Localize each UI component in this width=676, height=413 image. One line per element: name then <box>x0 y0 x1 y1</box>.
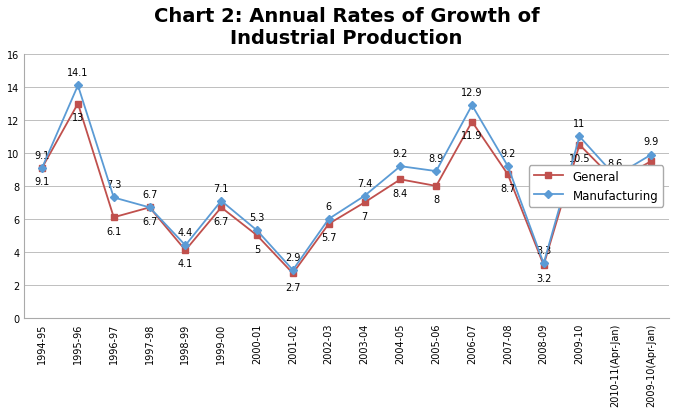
Text: 6.7: 6.7 <box>142 190 158 199</box>
Text: 11: 11 <box>573 119 585 129</box>
Text: 6.1: 6.1 <box>106 226 122 236</box>
Manufacturing <box>432 169 440 174</box>
Text: 3.3: 3.3 <box>536 246 552 256</box>
General <box>432 184 440 189</box>
Manufacturing <box>145 205 153 210</box>
Manufacturing <box>181 243 189 248</box>
Manufacturing <box>289 268 297 273</box>
Manufacturing <box>539 261 548 266</box>
Title: Chart 2: Annual Rates of Growth of
Industrial Production: Chart 2: Annual Rates of Growth of Indus… <box>154 7 539 48</box>
Text: 4.4: 4.4 <box>178 228 193 237</box>
Text: 14.1: 14.1 <box>67 68 89 78</box>
General <box>360 200 368 205</box>
Text: 2.7: 2.7 <box>285 282 301 292</box>
General <box>181 248 189 253</box>
Text: 3.2: 3.2 <box>536 274 552 284</box>
Text: 5: 5 <box>254 244 260 254</box>
Line: Manufacturing: Manufacturing <box>39 83 654 273</box>
General <box>324 222 333 227</box>
General <box>647 159 655 164</box>
General <box>289 271 297 276</box>
Manufacturing <box>38 166 46 171</box>
Manufacturing <box>74 84 82 89</box>
Text: 7.1: 7.1 <box>214 183 229 193</box>
Text: 7.4: 7.4 <box>357 178 372 188</box>
Manufacturing <box>253 228 261 233</box>
Text: 9.1: 9.1 <box>34 177 50 187</box>
Text: 2.9: 2.9 <box>285 252 301 262</box>
Text: 5.7: 5.7 <box>321 233 337 242</box>
Manufacturing <box>468 103 476 108</box>
Text: 5.3: 5.3 <box>249 213 265 223</box>
Text: 9.1: 9.1 <box>34 150 50 160</box>
Manufacturing <box>360 194 368 199</box>
Manufacturing <box>324 217 333 222</box>
General <box>74 102 82 107</box>
Text: 7: 7 <box>362 211 368 221</box>
General <box>504 173 512 178</box>
Text: 9.5: 9.5 <box>644 170 659 180</box>
General <box>396 178 404 183</box>
Text: 6.7: 6.7 <box>214 216 229 226</box>
Text: 9.9: 9.9 <box>644 137 659 147</box>
Manufacturing <box>217 199 225 204</box>
Manufacturing <box>504 164 512 169</box>
Manufacturing <box>647 153 655 158</box>
Text: 9.2: 9.2 <box>500 149 516 159</box>
Text: 7.3: 7.3 <box>106 180 122 190</box>
General <box>575 143 583 148</box>
Text: 8: 8 <box>433 195 439 205</box>
Text: 6: 6 <box>326 201 332 211</box>
Text: 6.7: 6.7 <box>142 216 158 226</box>
General <box>253 233 261 238</box>
Manufacturing <box>575 135 583 140</box>
Text: 8.4: 8.4 <box>393 188 408 198</box>
General <box>539 263 548 268</box>
Manufacturing <box>396 164 404 169</box>
Text: 9.2: 9.2 <box>393 149 408 159</box>
Line: General: General <box>39 101 654 277</box>
General <box>217 205 225 210</box>
General <box>145 205 153 210</box>
Text: 8.9: 8.9 <box>429 154 444 164</box>
General <box>611 179 619 184</box>
Manufacturing <box>611 174 619 179</box>
Text: 8.3: 8.3 <box>608 190 623 200</box>
General <box>468 120 476 125</box>
Text: 11.9: 11.9 <box>461 131 483 140</box>
General <box>110 215 118 220</box>
Text: 8.6: 8.6 <box>608 159 623 169</box>
Legend: General, Manufacturing: General, Manufacturing <box>529 166 663 207</box>
Text: 4.1: 4.1 <box>178 259 193 269</box>
Text: 12.9: 12.9 <box>461 88 483 98</box>
Manufacturing <box>110 195 118 200</box>
Text: 8.7: 8.7 <box>500 183 516 193</box>
Text: 10.5: 10.5 <box>569 154 590 164</box>
Text: 13: 13 <box>72 112 84 123</box>
General <box>38 166 46 171</box>
